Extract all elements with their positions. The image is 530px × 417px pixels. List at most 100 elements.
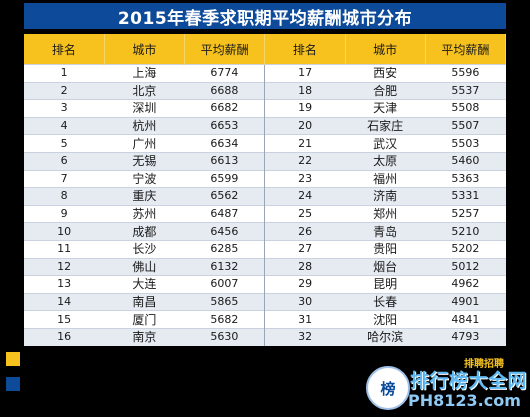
city-cell: 无锡 <box>104 151 185 171</box>
rank-cell: 32 <box>264 327 345 346</box>
salary-cell: 4962 <box>425 275 506 294</box>
table-row: 8 重庆 6562 24 济南 5331 <box>24 187 506 206</box>
city-cell: 南昌 <box>104 292 185 311</box>
rank-cell: 22 <box>264 151 345 171</box>
page-title: 2015年春季求职期平均薪酬城市分布 <box>24 3 506 29</box>
table-row: 10 成都 6456 26 青岛 5210 <box>24 222 506 241</box>
rank-cell: 1 <box>24 64 105 83</box>
rank-cell: 2 <box>24 81 105 100</box>
city-cell: 长沙 <box>104 239 185 259</box>
rank-cell: 4 <box>24 116 105 135</box>
rank-cell: 25 <box>264 204 345 223</box>
rank-cell: 7 <box>24 169 105 188</box>
rank-cell: 8 <box>24 187 105 206</box>
rank-cell: 24 <box>264 187 345 206</box>
city-cell: 石家庄 <box>345 116 426 135</box>
header-salary: 平均薪酬 <box>425 34 507 65</box>
rank-cell: 11 <box>24 239 105 259</box>
rank-cell: 10 <box>24 222 105 241</box>
salary-cell: 5537 <box>425 81 506 100</box>
rank-cell: 29 <box>264 275 345 294</box>
city-cell: 太原 <box>345 151 426 171</box>
city-cell: 长春 <box>345 292 426 311</box>
rank-cell: 31 <box>264 310 345 329</box>
table-row: 3 深圳 6682 19 天津 5508 <box>24 99 506 118</box>
city-cell: 南京 <box>104 327 185 346</box>
salary-cell: 6487 <box>184 204 265 223</box>
watermark-logo: 榜 <box>366 366 410 410</box>
header-city: 城市 <box>345 34 426 65</box>
city-cell: 贵阳 <box>345 239 426 259</box>
table-row: 9 苏州 6487 25 郑州 5257 <box>24 204 506 223</box>
salary-cell: 6653 <box>184 116 265 135</box>
city-cell: 大连 <box>104 275 185 294</box>
rank-cell: 15 <box>24 310 105 329</box>
table-row: 7 宁波 6599 23 福州 5363 <box>24 169 506 188</box>
salary-cell: 5508 <box>425 99 506 118</box>
table-row: 15 厦门 5682 31 沈阳 4841 <box>24 310 506 329</box>
table-row: 1 上海 6774 17 西安 5596 <box>24 64 506 83</box>
watermark-domain: PH8123.com <box>408 391 521 410</box>
rank-cell: 14 <box>24 292 105 311</box>
salary-cell: 6562 <box>184 187 265 206</box>
salary-cell: 6456 <box>184 222 265 241</box>
table-row: 11 长沙 6285 27 贵阳 5202 <box>24 239 506 259</box>
rank-cell: 13 <box>24 275 105 294</box>
city-cell: 苏州 <box>104 204 185 223</box>
city-cell: 郑州 <box>345 204 426 223</box>
rank-cell: 3 <box>24 99 105 118</box>
city-cell: 佛山 <box>104 257 185 276</box>
table-row: 16 南京 5630 32 哈尔滨 4793 <box>24 327 506 346</box>
salary-cell: 6774 <box>184 64 265 83</box>
rank-cell: 17 <box>264 64 345 83</box>
table-row: 4 杭州 6653 20 石家庄 5507 <box>24 116 506 135</box>
city-cell: 合肥 <box>345 81 426 100</box>
salary-cell: 4793 <box>425 327 506 346</box>
rank-cell: 6 <box>24 151 105 171</box>
city-cell: 青岛 <box>345 222 426 241</box>
rank-cell: 12 <box>24 257 105 276</box>
rank-cell: 23 <box>264 169 345 188</box>
legend-yellow-swatch <box>6 352 20 366</box>
rank-cell: 19 <box>264 99 345 118</box>
table-row: 14 南昌 5865 30 长春 4901 <box>24 292 506 311</box>
table-row: 6 无锡 6613 22 太原 5460 <box>24 151 506 171</box>
salary-cell: 6599 <box>184 169 265 188</box>
city-cell: 重庆 <box>104 187 185 206</box>
salary-cell: 5507 <box>425 116 506 135</box>
rank-cell: 16 <box>24 327 105 346</box>
salary-cell: 4901 <box>425 292 506 311</box>
rank-cell: 20 <box>264 116 345 135</box>
salary-cell: 5257 <box>425 204 506 223</box>
header-rank: 排名 <box>24 34 105 65</box>
rank-cell: 30 <box>264 292 345 311</box>
watermark-text: 排行榜大全网 <box>410 370 528 392</box>
city-cell: 武汉 <box>345 134 426 153</box>
salary-cell: 6132 <box>184 257 265 276</box>
salary-cell: 5503 <box>425 134 506 153</box>
header-city: 城市 <box>104 34 186 65</box>
salary-cell: 6613 <box>184 151 265 171</box>
legend-blue-swatch <box>6 377 20 391</box>
city-cell: 成都 <box>104 222 185 241</box>
salary-cell: 6634 <box>184 134 265 153</box>
city-cell: 昆明 <box>345 275 426 294</box>
city-cell: 西安 <box>345 64 426 83</box>
city-cell: 厦门 <box>104 310 185 329</box>
table-row: 12 佛山 6132 28 烟台 5012 <box>24 257 506 276</box>
rank-cell: 5 <box>24 134 105 153</box>
header-rank: 排名 <box>264 34 346 65</box>
salary-cell: 6285 <box>184 239 265 259</box>
rank-cell: 18 <box>264 81 345 100</box>
city-cell: 北京 <box>104 81 185 100</box>
salary-cell: 5682 <box>184 310 265 329</box>
salary-cell: 6688 <box>184 81 265 100</box>
rank-cell: 26 <box>264 222 345 241</box>
salary-cell: 5012 <box>425 257 506 276</box>
rank-cell: 27 <box>264 239 345 259</box>
rank-cell: 9 <box>24 204 105 223</box>
city-cell: 上海 <box>104 64 185 83</box>
rank-cell: 28 <box>264 257 345 276</box>
salary-cell: 6682 <box>184 99 265 118</box>
city-cell: 天津 <box>345 99 426 118</box>
